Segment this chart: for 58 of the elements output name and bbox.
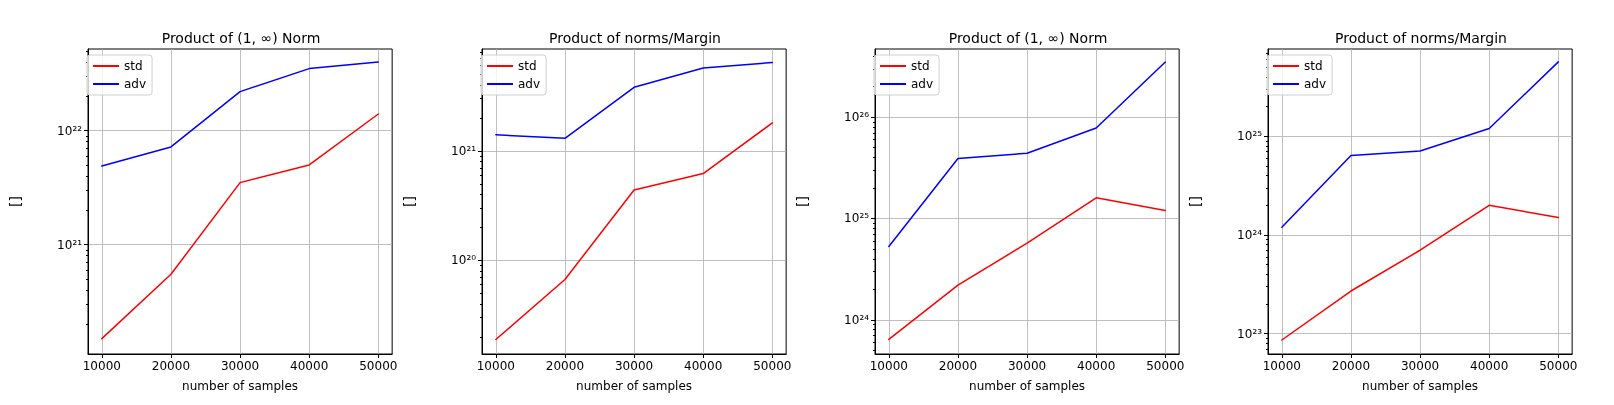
x-axis-title: number of samples	[969, 379, 1086, 393]
x-tick-label: 40000	[1077, 359, 1116, 373]
legend-label: adv	[1304, 77, 1327, 91]
x-tick-label: 10000	[476, 359, 515, 373]
y-tick-label: 10²⁴	[844, 312, 870, 327]
line-series	[1281, 204, 1560, 341]
x-tick-label: 10000	[869, 359, 908, 373]
x-tick-label: 20000	[1331, 359, 1371, 373]
line-series	[495, 61, 774, 140]
legend-label: std	[1304, 59, 1323, 73]
x-tick-label: 30000	[614, 359, 654, 373]
legend-label: std	[518, 59, 537, 73]
x-tick-label: 20000	[545, 359, 585, 373]
x-tick-label: 30000	[1400, 359, 1440, 373]
line-series	[101, 113, 380, 340]
line-series	[888, 61, 1167, 248]
line-series	[495, 122, 774, 341]
x-tick-label: 40000	[1470, 359, 1509, 373]
y-axis-title: []	[1187, 196, 1203, 207]
legend-label: adv	[124, 77, 147, 91]
legend-label: adv	[911, 77, 934, 91]
x-tick-label: 30000	[220, 359, 260, 373]
x-tick-label: 10000	[1262, 359, 1301, 373]
y-axis-title: []	[401, 196, 417, 207]
x-tick-label: 40000	[684, 359, 723, 373]
legend-label: adv	[518, 77, 541, 91]
chart-title: Product of norms/Margin	[1335, 30, 1507, 46]
legend-label: std	[124, 59, 143, 73]
x-tick-label: 20000	[151, 359, 191, 373]
x-tick-label: 30000	[1007, 359, 1047, 373]
y-tick-label: 10²³	[1237, 326, 1263, 341]
chart-title: Product of norms/Margin	[549, 30, 721, 46]
line-series	[101, 61, 380, 167]
y-axis-title: []	[794, 196, 810, 207]
x-tick-label: 10000	[82, 359, 121, 373]
x-tick-label: 50000	[1146, 359, 1185, 373]
y-tick-label: 10²⁶	[844, 110, 870, 125]
x-tick-label: 50000	[359, 359, 398, 373]
x-tick-label: 50000	[1539, 359, 1578, 373]
x-axis-title: number of samples	[576, 379, 693, 393]
y-tick-label: 10²⁵	[1237, 129, 1263, 144]
y-axis-title: []	[7, 196, 23, 207]
y-tick-label: 10²⁰	[451, 253, 477, 268]
x-tick-label: 20000	[938, 359, 978, 373]
x-axis-title: number of samples	[182, 379, 299, 393]
y-tick-label: 10²¹	[451, 143, 477, 158]
x-tick-label: 40000	[290, 359, 329, 373]
x-tick-label: 50000	[753, 359, 792, 373]
chart-title: Product of (1, ∞) Norm	[161, 30, 321, 46]
y-tick-label: 10²¹	[57, 237, 83, 252]
legend-label: std	[911, 59, 930, 73]
y-tick-label: 10²⁴	[1237, 227, 1263, 242]
chart-title: Product of (1, ∞) Norm	[948, 30, 1108, 46]
y-tick-label: 10²⁵	[844, 211, 870, 226]
line-series	[1281, 61, 1560, 228]
line-series	[888, 197, 1167, 341]
y-tick-label: 10²²	[57, 123, 83, 138]
x-axis-title: number of samples	[1362, 379, 1479, 393]
